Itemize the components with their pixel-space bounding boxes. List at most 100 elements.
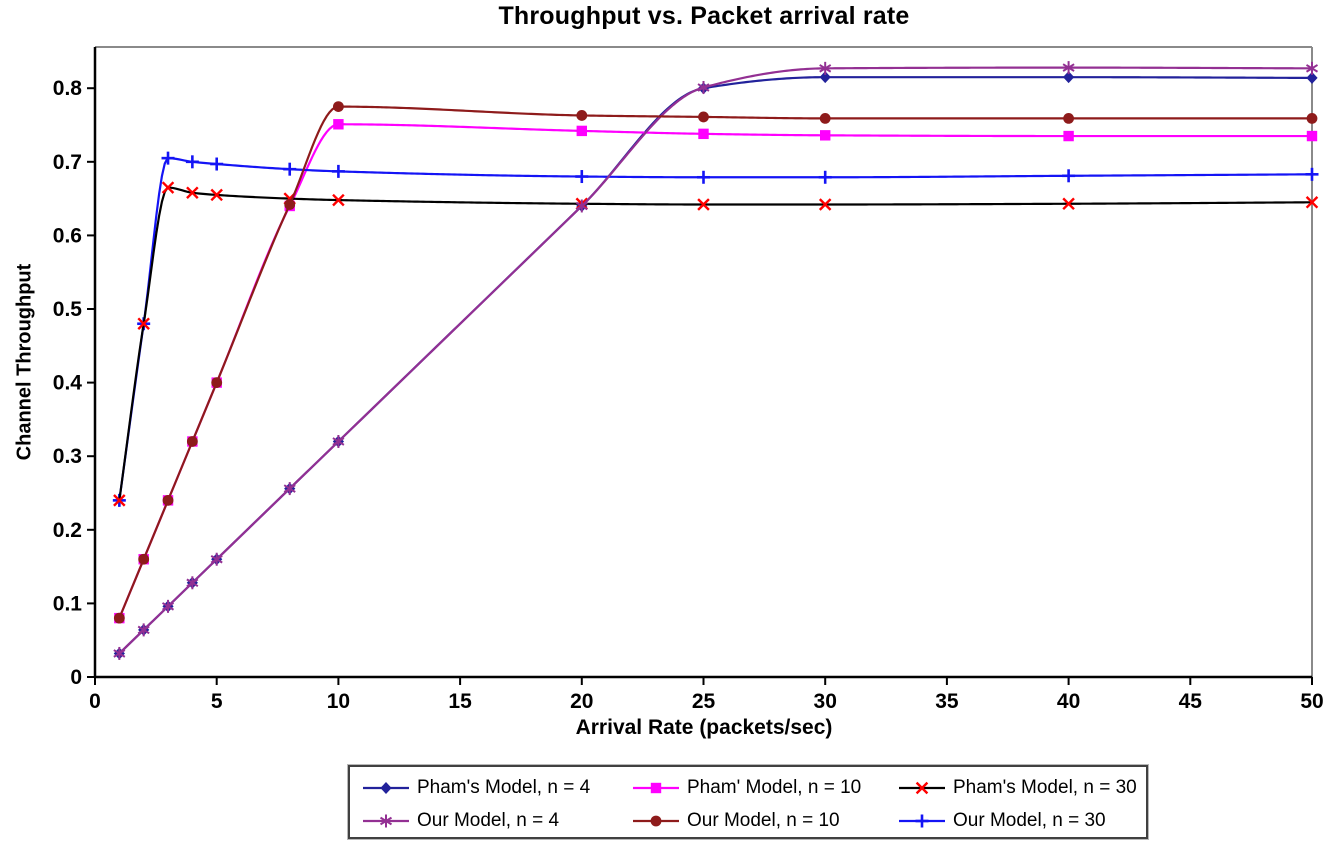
marker-x xyxy=(113,494,126,507)
y-axis-label: Channel Throughput xyxy=(13,263,36,461)
legend-swatch xyxy=(363,814,409,828)
marker-x xyxy=(186,186,199,199)
marker-plus xyxy=(161,151,175,165)
marker-plus xyxy=(331,164,345,178)
legend-item: Our Model, n = 10 xyxy=(632,810,898,831)
marker-x xyxy=(161,181,175,194)
y-tick-label: 0.6 xyxy=(53,224,82,247)
x-tick-label: 0 xyxy=(89,690,101,713)
marker-circle xyxy=(576,110,588,121)
legend-label: Pham's Model, n = 4 xyxy=(417,777,591,798)
marker-circle xyxy=(284,199,296,210)
marker-asterisk xyxy=(283,482,296,496)
marker-circle xyxy=(113,612,125,624)
legend-swatch xyxy=(363,782,409,794)
marker-diamond xyxy=(1063,71,1075,84)
marker-circle xyxy=(211,377,223,389)
series-line-our-model-n-30 xyxy=(118,157,1313,501)
marker-asterisk xyxy=(137,623,150,637)
marker-asterisk xyxy=(186,576,199,590)
x-tick-label: 50 xyxy=(1300,690,1323,713)
legend-swatch xyxy=(899,814,945,828)
marker-x xyxy=(332,193,345,207)
x-tick-label: 10 xyxy=(327,690,350,713)
marker-asterisk xyxy=(1062,61,1075,75)
legend-swatch xyxy=(899,781,945,795)
y-tick-label: 0 xyxy=(70,666,82,689)
legend-item: Pham's Model, n = 30 xyxy=(898,777,1146,798)
legend-swatch xyxy=(633,782,679,794)
legend-item: Our Model, n = 30 xyxy=(898,810,1146,831)
marker-square xyxy=(1063,130,1074,142)
marker-circle xyxy=(186,436,198,447)
marker-asterisk xyxy=(332,434,345,448)
series-markers-our-model-n-4 xyxy=(113,61,1319,660)
legend-item: Pham's Model, n = 4 xyxy=(362,777,632,798)
marker-square xyxy=(698,128,709,140)
marker-circle xyxy=(138,553,150,565)
marker-asterisk xyxy=(379,814,393,828)
legend-label: Our Model, n = 10 xyxy=(687,810,840,831)
marker-x xyxy=(1305,196,1319,209)
marker-asterisk xyxy=(697,80,710,94)
marker-plus xyxy=(575,170,589,184)
x-tick-label: 25 xyxy=(692,690,716,713)
marker-x xyxy=(818,198,832,211)
marker-circle xyxy=(1306,112,1318,124)
marker-asterisk xyxy=(1305,61,1319,75)
legend-label: Our Model, n = 30 xyxy=(953,810,1106,831)
x-tick-label: 20 xyxy=(570,690,593,713)
y-tick-label: 0.2 xyxy=(53,519,82,542)
marker-square xyxy=(1306,130,1318,142)
legend: Pham's Model, n = 4 Pham' Model, n = 10 Ph… xyxy=(347,764,1149,840)
x-tick-label: 5 xyxy=(211,690,223,713)
marker-circle xyxy=(333,101,344,113)
series-markers-our-model-n-10 xyxy=(113,101,1318,624)
marker-circle xyxy=(698,111,709,123)
series-line-pham-model-n-10 xyxy=(118,123,1312,619)
marker-asterisk xyxy=(161,599,175,613)
marker-plus xyxy=(1305,167,1319,181)
marker-plus xyxy=(185,155,199,169)
marker-circle xyxy=(650,815,662,827)
marker-x xyxy=(210,188,223,202)
legend-label: Pham's Model, n = 30 xyxy=(953,777,1137,798)
marker-asterisk xyxy=(819,61,832,75)
legend-item: Pham' Model, n = 10 xyxy=(632,777,898,798)
marker-square xyxy=(333,119,344,130)
legend-grid: Pham's Model, n = 4 Pham' Model, n = 10 Ph… xyxy=(350,767,1146,831)
marker-plus xyxy=(283,162,297,176)
series-line-pham-s-model-n-4 xyxy=(118,76,1313,655)
series-markers-pham-s-model-n-30 xyxy=(113,181,1319,507)
series-markers-pham-s-model-n-4 xyxy=(113,71,1318,660)
marker-plus xyxy=(1062,169,1076,183)
marker-x xyxy=(1062,197,1075,211)
x-tick-label: 30 xyxy=(814,690,837,713)
marker-asterisk xyxy=(210,552,223,566)
series-line-pham-s-model-n-30 xyxy=(118,186,1313,501)
y-tick-label: 0.8 xyxy=(53,77,83,100)
marker-plus xyxy=(915,814,929,828)
marker-asterisk xyxy=(113,646,126,660)
x-tick-label: 15 xyxy=(448,690,472,713)
legend-item: Our Model, n = 4 xyxy=(362,810,632,831)
y-tick-label: 0.5 xyxy=(53,298,83,321)
series-line-our-model-n-10 xyxy=(118,105,1312,619)
marker-diamond xyxy=(380,782,392,794)
marker-x xyxy=(915,781,929,795)
series-line-our-model-n-4 xyxy=(118,66,1313,655)
marker-square xyxy=(576,125,587,137)
marker-circle xyxy=(162,494,174,506)
marker-plus xyxy=(210,157,224,171)
marker-diamond xyxy=(819,71,831,84)
marker-circle xyxy=(819,112,831,124)
marker-x xyxy=(697,198,710,211)
chart-title: Throughput vs. Packet arrival rate xyxy=(498,2,910,30)
marker-asterisk xyxy=(575,199,588,213)
marker-plus xyxy=(697,170,710,184)
marker-square xyxy=(650,782,662,794)
marker-diamond xyxy=(1306,71,1318,84)
marker-plus xyxy=(818,170,832,184)
marker-square xyxy=(820,130,831,141)
